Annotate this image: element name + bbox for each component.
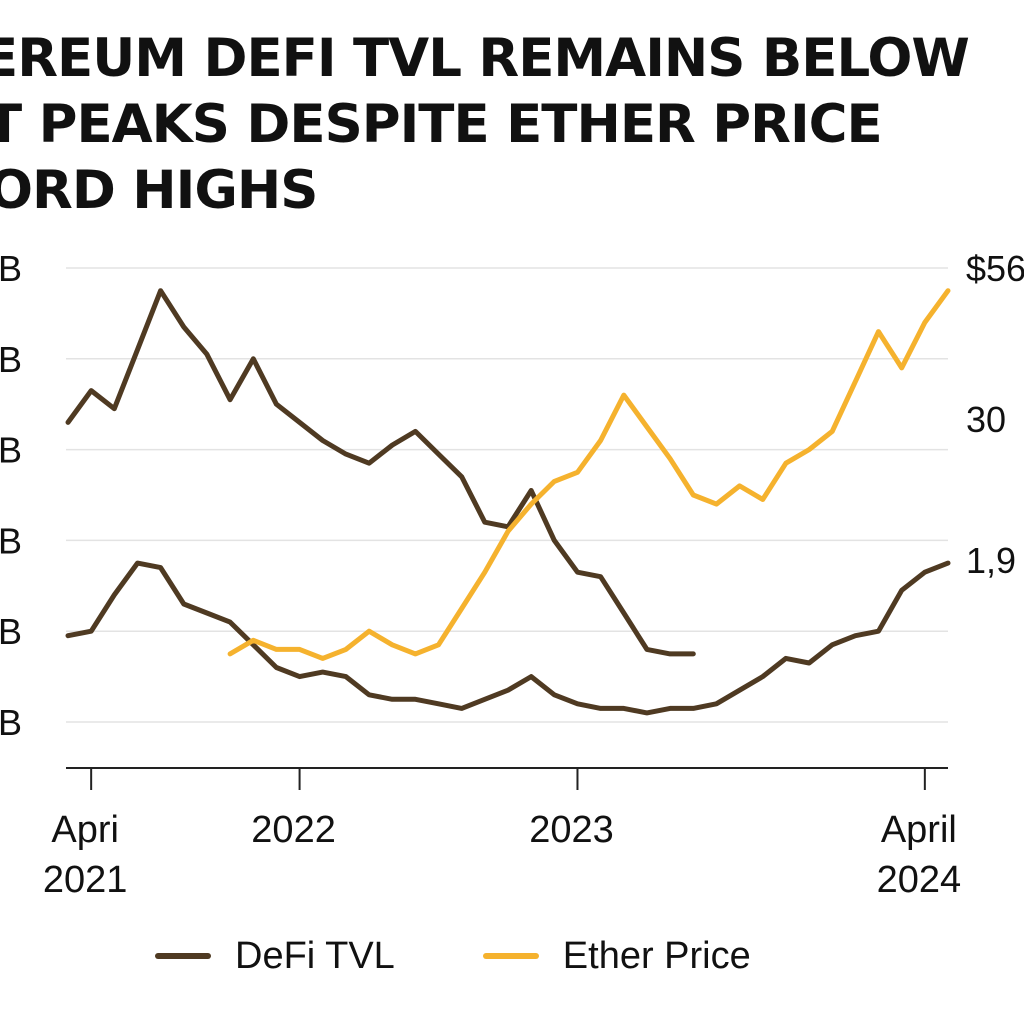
x-tick-label-1-0: 2022: [251, 809, 336, 851]
left-tick-label-3: 6B: [0, 520, 22, 561]
left-tick-label-1: 6B: [0, 339, 22, 380]
x-tick-label-3-0: April: [881, 809, 957, 851]
legend: DeFi TVL Ether Price: [155, 930, 839, 982]
legend-item-ether-price: Ether Price: [482, 934, 751, 978]
title-line-3: ORD HIGHS: [0, 160, 318, 221]
series-line-defi_upper: [65, 288, 696, 657]
legend-swatch-defi-tvl: [155, 953, 211, 959]
x-tick-label-0-0: Apri: [51, 809, 119, 851]
left-tick-label-2: 6B: [0, 430, 22, 471]
legend-item-defi-tvl: DeFi TVL: [155, 935, 395, 978]
right-tick-label-1: 30: [966, 399, 1006, 440]
legend-swatch-ether-price: [482, 953, 539, 959]
title-line-2: T PEAKS DESPITE ETHER PRICE: [0, 94, 883, 155]
x-tick-label-0-1: 2021: [43, 859, 128, 901]
x-tick-label-3-1: 2024: [877, 859, 962, 901]
series-line-ether: [227, 288, 951, 661]
legend-label-defi-tvl: DeFi TVL: [235, 934, 395, 977]
right-tick-label-2: 1,9: [966, 540, 1016, 581]
chart-title: EREUM DEFI TVL REMAINS BELOW T PEAKS DES…: [0, 26, 1024, 224]
legend-label-ether-price: Ether Price: [562, 934, 751, 977]
right-tick-label-0: $56: [966, 248, 1024, 289]
left-tick-label-5: 3B: [0, 702, 22, 743]
left-tick-label-0: 6B: [0, 248, 22, 289]
title-line-1: EREUM DEFI TVL REMAINS BELOW: [0, 28, 970, 89]
line-chart: 6B 6B 6B 6B 6B 3B $56 30 1,9 Apri 2021 2022 2023 Apri…: [0, 248, 1024, 901]
left-tick-label-4: 6B: [0, 611, 22, 652]
x-tick-label-2-0: 2023: [529, 809, 614, 851]
series-line-defi_lower: [65, 560, 951, 716]
